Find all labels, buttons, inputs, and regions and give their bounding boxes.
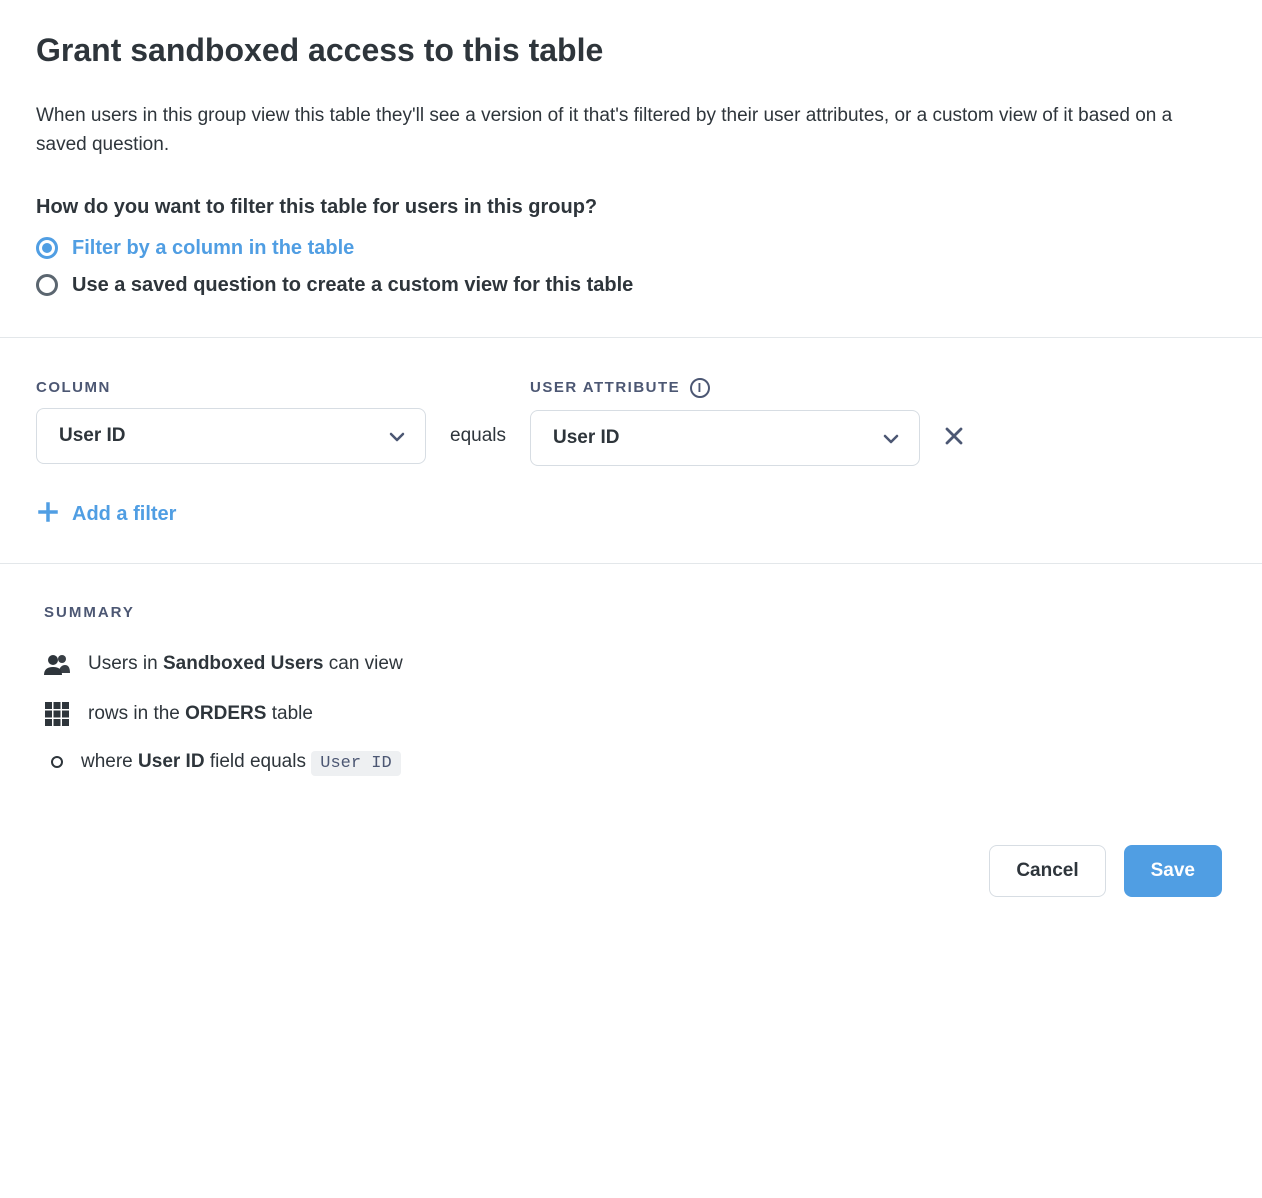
add-filter-label: Add a filter — [72, 503, 176, 526]
attribute-label: USER ATTRIBUTE i — [530, 378, 920, 398]
column-select[interactable]: User ID — [36, 408, 426, 464]
summary-text: Users in Sandboxed Users can view — [88, 653, 403, 675]
column-filter-col: COLUMN User ID — [36, 379, 426, 464]
column-label: COLUMN — [36, 379, 426, 396]
summary-text: where User ID field equals User ID — [81, 751, 401, 773]
remove-filter-button[interactable] — [944, 398, 964, 446]
summary-line-users: Users in Sandboxed Users can view — [44, 651, 1226, 677]
users-icon — [44, 651, 70, 677]
filter-method-question: How do you want to filter this table for… — [36, 196, 1226, 219]
page-title: Grant sandboxed access to this table — [36, 32, 1226, 69]
summary-heading: SUMMARY — [44, 604, 1226, 621]
column-select-value: User ID — [59, 425, 126, 447]
summary-line-table: rows in the ORDERS table — [44, 701, 1226, 727]
info-icon[interactable]: i — [690, 378, 710, 398]
filter-method-radio-group: Filter by a column in the table Use a sa… — [36, 237, 1226, 297]
summary-text: rows in the ORDERS table — [88, 703, 313, 725]
attribute-select-value: User ID — [553, 427, 620, 449]
radio-label: Filter by a column in the table — [72, 237, 354, 260]
equals-text: equals — [450, 397, 506, 447]
table-icon — [44, 701, 70, 727]
radio-filter-by-column[interactable]: Filter by a column in the table — [36, 237, 1226, 260]
cancel-button[interactable]: Cancel — [989, 845, 1105, 897]
filter-section: COLUMN User ID equals USER ATTRIBUTE i U… — [0, 338, 1262, 563]
attr-chip: User ID — [311, 751, 400, 776]
attribute-filter-col: USER ATTRIBUTE i User ID — [530, 378, 920, 466]
summary-line-where: where User ID field equals User ID — [44, 751, 1226, 773]
attribute-label-text: USER ATTRIBUTE — [530, 379, 680, 396]
chevron-down-icon — [389, 429, 403, 443]
attribute-select[interactable]: User ID — [530, 410, 920, 466]
radio-selected-icon — [36, 237, 58, 259]
filter-row: COLUMN User ID equals USER ATTRIBUTE i U… — [36, 378, 1226, 466]
plus-icon — [38, 502, 58, 527]
radio-saved-question[interactable]: Use a saved question to create a custom … — [36, 274, 1226, 297]
chevron-down-icon — [883, 431, 897, 445]
save-button[interactable]: Save — [1124, 845, 1222, 897]
add-filter-button[interactable]: Add a filter — [38, 502, 176, 527]
radio-label: Use a saved question to create a custom … — [72, 274, 633, 297]
radio-unselected-icon — [36, 274, 58, 296]
dot-icon — [51, 756, 63, 768]
summary-section: SUMMARY Users in Sandboxed Users can vie… — [0, 564, 1262, 833]
action-bar: Cancel Save — [0, 833, 1262, 937]
page-description: When users in this group view this table… — [36, 101, 1226, 160]
